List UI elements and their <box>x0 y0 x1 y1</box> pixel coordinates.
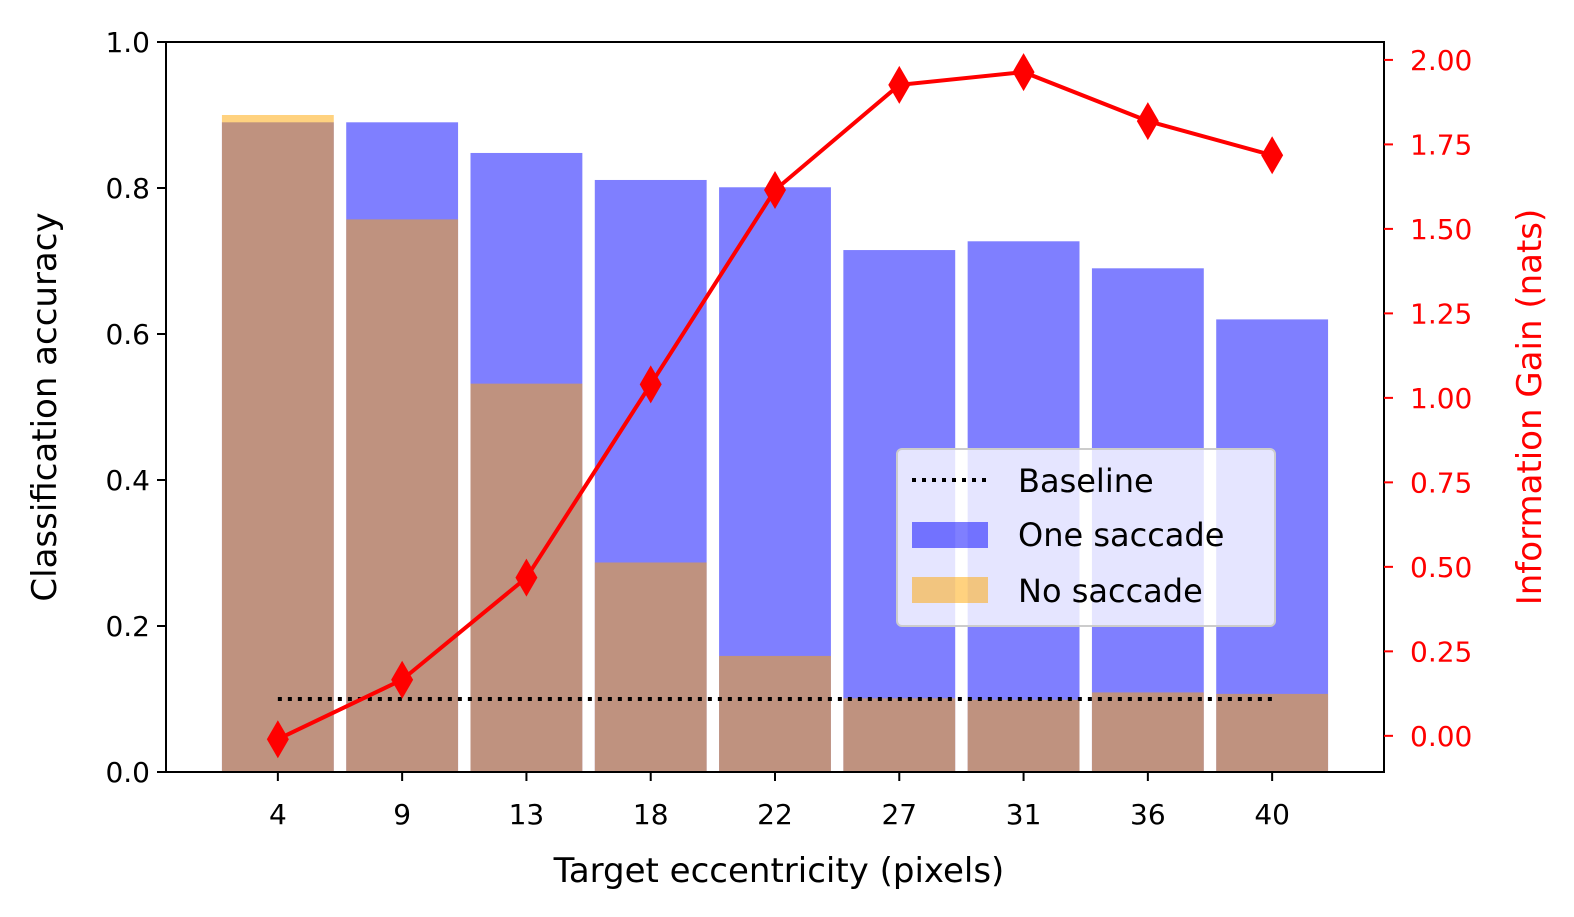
information-gain-layer <box>266 53 1284 759</box>
legend-no-saccade-swatch <box>912 577 988 603</box>
bars-layer <box>221 115 1329 773</box>
information-gain-marker-31 <box>1012 53 1035 92</box>
y-axis-right: 0.00 0.25 0.50 0.75 1.00 1.25 1.50 1.75 2.00 <box>1384 44 1472 753</box>
information-gain-marker-40 <box>1261 136 1284 175</box>
legend-frame <box>896 448 1276 627</box>
y2-tick-label-0.25: 0.25 <box>1410 635 1472 668</box>
y-tick-label-0.6: 0.6 <box>105 318 150 351</box>
x-tick-label-13: 13 <box>509 798 545 831</box>
no-saccade-bar-22 <box>719 655 831 772</box>
information-gain-marker-13 <box>515 558 538 597</box>
y-tick-label-0.4: 0.4 <box>105 464 150 497</box>
no-saccade-bar-18 <box>594 562 707 772</box>
no-saccade-bar-31 <box>967 699 1080 772</box>
y2-tick-label-1.00: 1.00 <box>1410 382 1472 415</box>
x-tick-label-9: 9 <box>393 798 411 831</box>
x-tick-label-40: 40 <box>1254 798 1290 831</box>
y-tick-label-1.0: 1.0 <box>105 26 150 59</box>
y2-tick-label-1.25: 1.25 <box>1410 297 1472 330</box>
x-tick-label-27: 27 <box>881 798 917 831</box>
y2-tick-label-0.00: 0.00 <box>1410 720 1472 753</box>
x-axis: 4 9 13 18 22 27 31 36 40 <box>269 772 1290 831</box>
x-tick-label-18: 18 <box>633 798 669 831</box>
legend-one-saccade-label: One saccade <box>1018 516 1224 554</box>
y-axis-left: 0.0 0.2 0.4 0.6 0.8 1.0 <box>105 26 166 789</box>
no-saccade-bar-40 <box>1216 693 1329 772</box>
information-gain-marker-27 <box>888 65 911 104</box>
no-saccade-bar-36 <box>1091 692 1204 772</box>
no-saccade-bar-4 <box>221 115 334 772</box>
y2-tick-label-0.75: 0.75 <box>1410 466 1472 499</box>
legend-one-saccade-swatch <box>912 522 988 548</box>
information-gain-marker-36 <box>1136 102 1159 141</box>
information-gain-marker-22 <box>764 171 786 210</box>
y2-tick-label-1.50: 1.50 <box>1410 213 1472 246</box>
information-gain-marker-4 <box>266 720 289 759</box>
no-saccade-bar-27 <box>843 698 956 772</box>
y2-axis-label: Information Gain (nats) <box>1510 209 1550 606</box>
x-tick-label-22: 22 <box>757 798 793 831</box>
y2-tick-label-1.75: 1.75 <box>1410 128 1472 161</box>
y-axis-label: Classification accuracy <box>25 212 65 601</box>
legend-baseline-label: Baseline <box>1018 462 1154 500</box>
information-gain-marker-18 <box>639 365 662 404</box>
x-axis-label: Target eccentricity (pixels) <box>553 851 1005 891</box>
y2-tick-label-0.50: 0.50 <box>1410 551 1472 584</box>
x-tick-label-31: 31 <box>1006 798 1042 831</box>
y2-tick-label-2.00: 2.00 <box>1410 44 1472 77</box>
y-tick-label-0.8: 0.8 <box>105 172 150 205</box>
x-tick-label-36: 36 <box>1130 798 1166 831</box>
y-tick-label-0.0: 0.0 <box>105 756 150 789</box>
legend-no-saccade-label: No saccade <box>1018 572 1203 610</box>
legend: Baseline One saccade No saccade <box>896 448 1276 627</box>
x-tick-label-4: 4 <box>269 798 287 831</box>
information-gain-marker-9 <box>391 660 414 699</box>
y-tick-label-0.2: 0.2 <box>105 610 150 643</box>
